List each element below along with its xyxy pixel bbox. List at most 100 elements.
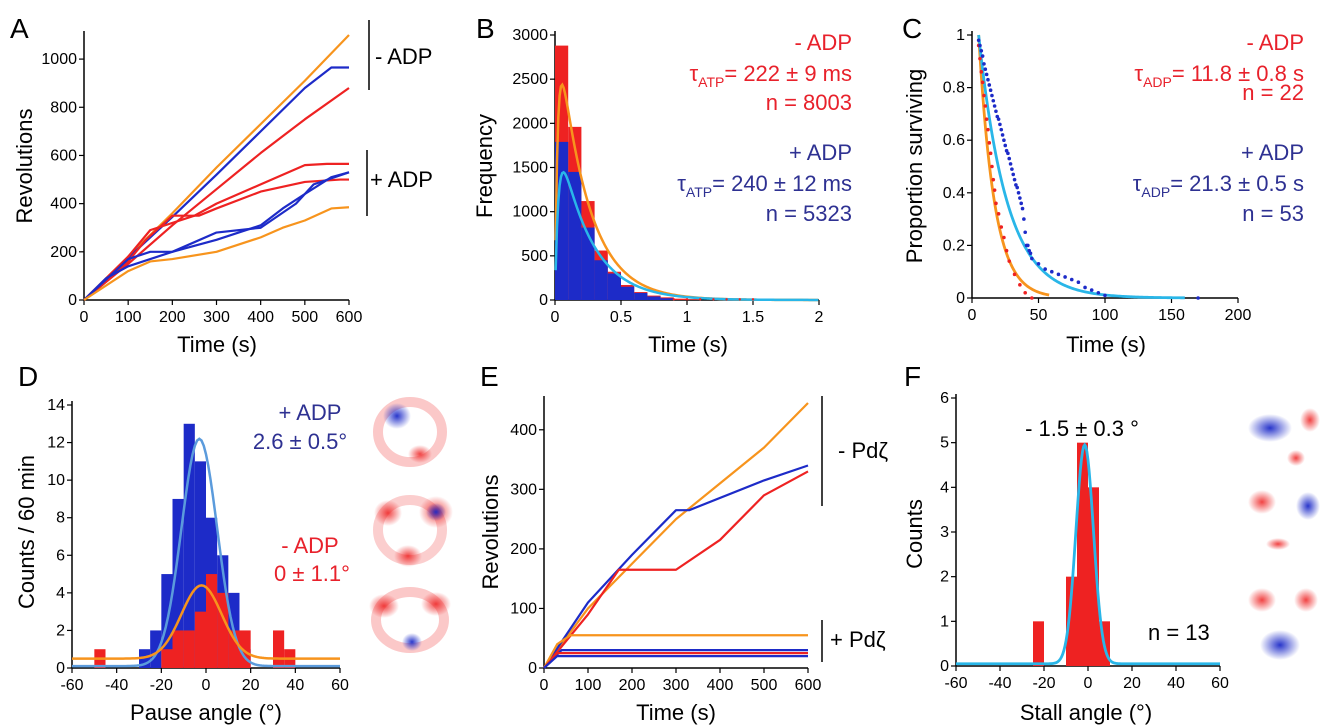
panel-c-data-point — [982, 62, 986, 66]
panel-b-bar — [621, 286, 635, 300]
panel-f-annotation: - 1.5 ± 0.3 ° — [1025, 416, 1139, 441]
rotation-image-3 — [369, 587, 451, 653]
panel-d-y-tick-label: 10 — [47, 472, 65, 489]
panel-d-bar — [217, 592, 229, 668]
panel-c-data-point — [990, 164, 994, 169]
panel-c-data-point — [992, 188, 997, 192]
panel-c-y-tick-label: 0.2 — [943, 237, 965, 254]
panel-e-series-line — [543, 464, 809, 669]
panel-d-y-tick-label: 6 — [56, 547, 65, 564]
panel-d-fit-curve — [72, 584, 340, 660]
panel-d-y-tick-label: 14 — [47, 397, 65, 414]
panel-d: D -60 -40 -20 0 20 40 60 0 2 4 6 8 10 12 14 Pause angl… — [14, 361, 453, 725]
panel-f-bar — [1033, 621, 1044, 666]
panel-a-letter: A — [10, 13, 29, 44]
panel-a-minus-label: - ADP — [375, 44, 432, 69]
panel-c-y-tick-label: 0.4 — [943, 185, 965, 202]
panel-d-bar — [150, 630, 162, 668]
panel-c-x-tick-label: 100 — [1092, 307, 1119, 324]
panel-b-bar — [581, 227, 595, 300]
panel-c-data-point — [1007, 259, 1012, 263]
panel-c-data-point — [1028, 251, 1033, 256]
panel-e-xlabel: Time (s) — [636, 700, 716, 725]
panel-b-tail-point — [738, 298, 741, 301]
panel-b-y-tick-label: 0 — [539, 292, 548, 309]
panel-d-plot: -60 -40 -20 0 20 40 60 0 2 4 6 8 10 12 14 — [47, 397, 349, 694]
panel-c-data-point — [996, 212, 1001, 216]
pause-cluster-blue — [426, 503, 446, 521]
panel-f-y-tick-label: 2 — [940, 569, 949, 586]
panel-f-x-tick-label: 60 — [1211, 675, 1229, 692]
panel-c-y-tick-label: 0.6 — [943, 132, 965, 149]
panel-e-y-tick-label: 0 — [528, 660, 537, 677]
panel-d-x-tick-label: -40 — [105, 677, 128, 694]
panel-e-x-tick-label: 300 — [663, 677, 690, 694]
panel-e: E 0 100 200 300 400 500 600 0 100 200 300 400 Time … — [478, 361, 888, 725]
panel-e-y-tick-label: 300 — [510, 481, 537, 498]
rotation-ring — [373, 397, 447, 467]
panel-e-x-tick-label: 200 — [619, 677, 646, 694]
panel-f-y-tick-label: 0 — [940, 658, 949, 675]
panel-b-bar — [647, 296, 661, 300]
panel-d-xlabel: Pause angle (°) — [130, 700, 282, 725]
panel-c-y-tick-label: 1 — [956, 27, 965, 44]
panel-e-x-tick-label: 500 — [751, 677, 778, 694]
panel-c-data-point — [1012, 177, 1017, 182]
panel-c-letter: C — [902, 13, 922, 44]
panel-d-x-tick-label: 60 — [331, 677, 349, 694]
panel-f-xlabel: Stall angle (°) — [1020, 700, 1152, 725]
panel-a-x-tick-label: 100 — [115, 309, 142, 326]
panel-a-x-tick-label: 0 — [80, 309, 89, 326]
panel-c-data-point — [1023, 230, 1027, 235]
rotation-image-1 — [373, 397, 447, 467]
panel-a-y-tick-label: 1000 — [41, 51, 77, 68]
panel-c-data-point — [998, 122, 1002, 127]
panel-a-x-tick-label: 600 — [336, 309, 363, 326]
panel-b-plus-n: n = 5323 — [766, 201, 852, 226]
panel-c-minus-n: n = 22 — [1242, 80, 1304, 105]
panel-c-plot: 0 50 100 150 200 0 0.2 0.4 0.6 0.8 1 — [943, 27, 1252, 324]
pause-cluster-blue — [1296, 492, 1320, 520]
panel-c-data-point — [991, 177, 996, 182]
panel-c-data-point — [987, 83, 992, 87]
panel-b-tail-point — [725, 298, 728, 301]
pause-cluster-blue — [402, 633, 422, 651]
panel-a-x-tick-label: 200 — [159, 309, 186, 326]
panel-d-x-tick-label: 40 — [286, 677, 304, 694]
panel-e-plus-label: + Pdζ — [830, 627, 886, 652]
panel-f-y-tick-label: 3 — [940, 524, 949, 541]
panel-c-data-point — [994, 109, 998, 114]
panel-a-series-line — [83, 162, 349, 301]
panel-d-x-tick-label: 0 — [202, 677, 211, 694]
panel-c-data-point — [1026, 243, 1030, 248]
panel-f-fit-curve — [956, 442, 1220, 666]
panel-a-series-line — [83, 206, 350, 301]
panel-f-x-tick-label: 20 — [1123, 675, 1141, 692]
panel-a-series-line — [83, 87, 350, 301]
panel-e-y-tick-label: 200 — [510, 541, 537, 558]
panel-c-data-point — [996, 117, 1001, 121]
panel-c-data-point — [1056, 272, 1061, 277]
panel-e-series-line — [543, 634, 808, 669]
panel-f-x-tick-label: -20 — [1032, 675, 1055, 692]
panel-a-plus-label: + ADP — [370, 167, 433, 192]
panel-b-letter: B — [476, 13, 495, 44]
panel-c-data-point — [1006, 151, 1010, 156]
panel-b-y-tick-label: 2000 — [512, 115, 548, 132]
rotation-image-3 — [1248, 588, 1318, 660]
panel-f-y-tick-label: 4 — [940, 479, 949, 496]
panel-b-minus-tau: τATP= 222 ± 9 ms — [689, 61, 852, 90]
panel-c-data-point — [1096, 290, 1101, 295]
panel-c-data-point — [986, 127, 990, 132]
panel-c-data-point — [1020, 206, 1025, 211]
panel-b-xlabel: Time (s) — [648, 332, 728, 357]
panel-f-bar — [1088, 487, 1099, 666]
panel-e-minus-label: - Pdζ — [838, 438, 888, 463]
panel-d-y-tick-label: 8 — [56, 510, 65, 527]
panel-b-tail-point — [751, 298, 755, 301]
panel-f-x-tick-label: -40 — [988, 675, 1011, 692]
panel-f-y-tick-label: 1 — [940, 613, 949, 630]
panel-d-minus-value: 0 ± 1.1° — [274, 561, 350, 586]
pause-cluster-red — [1266, 538, 1290, 550]
